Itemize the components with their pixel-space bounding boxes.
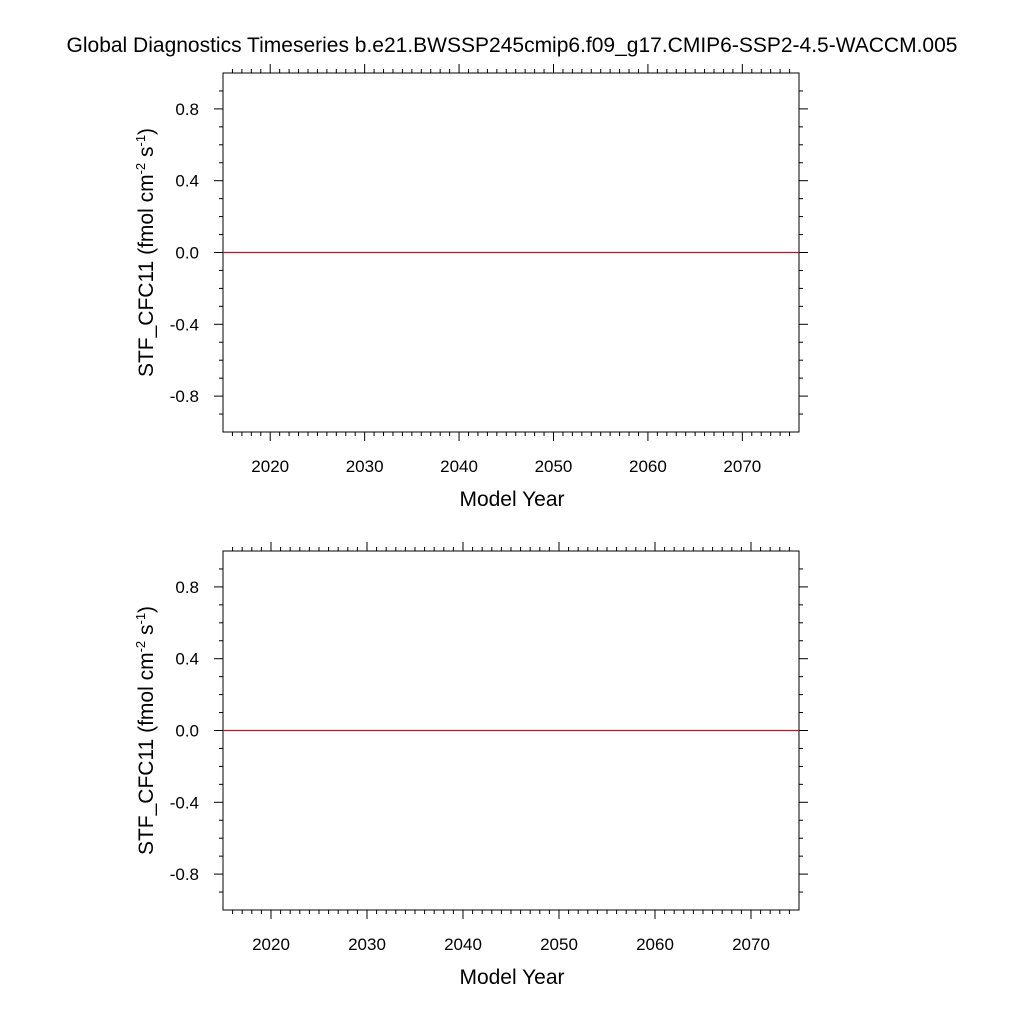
x-tick-label: 2060 [629,457,667,476]
y-axis-title-sup2: -1 [133,613,148,625]
y-axis-title: STF_CFC11 (fmol cm-2 s-1) [133,128,158,377]
x-tick-label: 2040 [440,457,478,476]
y-tick-label: 0.8 [175,578,199,597]
y-tick-label: 0.8 [175,100,199,119]
y-tick-label: 0.4 [175,650,199,669]
x-tick-label: 2030 [346,457,384,476]
y-tick-label: -0.8 [170,865,199,884]
x-tick-label: 2070 [723,457,761,476]
y-axis-title: STF_CFC11 (fmol cm-2 s-1) [133,606,158,855]
y-tick-label: 0.0 [175,722,199,741]
y-axis-title-end: ) [135,606,158,613]
x-axis-title: Model Year [459,966,564,989]
plot-panel-top: 2020 2030 2040 2050 2060 2070 0.8 0.4 0.0 -0.4 -0.… [133,64,808,511]
y-axis-title-base: STF_CFC11 (fmol cm [135,652,158,855]
x-tick-label: 2020 [252,935,290,954]
x-tick-label: 2030 [348,935,386,954]
y-tick-label: -0.8 [170,387,199,406]
x-tick-label: 2020 [251,457,289,476]
x-tick-label: 2040 [444,935,482,954]
y-axis-title-mid: s [135,147,158,163]
y-tick-label: -0.4 [170,793,199,812]
x-axis-title: Model Year [459,488,564,511]
plot-panel-bottom: 2020 2030 2040 2050 2060 2070 0.8 0.4 0.0 -0.4 -0.… [133,542,808,989]
y-axis-title-sup2: -1 [133,135,148,147]
x-tick-label: 2070 [732,935,770,954]
page-title: Global Diagnostics Timeseries b.e21.BWSS… [66,34,958,57]
x-tick-label: 2050 [535,457,573,476]
y-axis-title-sup1: -2 [133,163,148,175]
x-tick-label: 2060 [636,935,674,954]
y-tick-label: -0.4 [170,315,199,334]
x-tick-label: 2050 [540,935,578,954]
y-axis-title-mid: s [135,625,158,641]
y-axis-title-base: STF_CFC11 (fmol cm [135,174,158,377]
y-axis-title-sup1: -2 [133,641,148,653]
y-tick-label: 0.0 [175,244,199,263]
y-tick-label: 0.4 [175,172,199,191]
y-axis-title-end: ) [135,128,158,135]
